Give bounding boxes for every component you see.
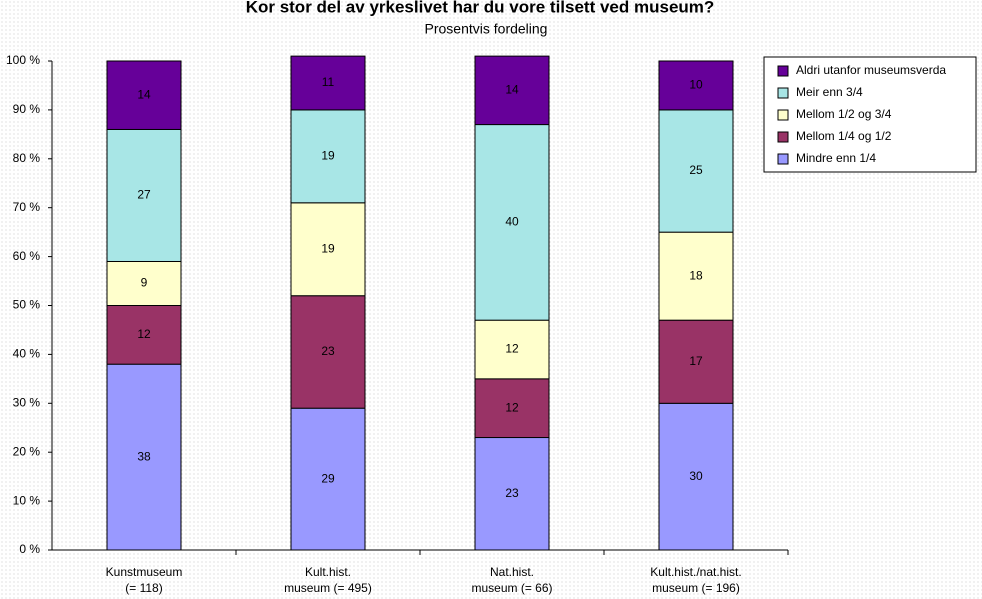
- x-tick-label: museum (= 196): [652, 581, 740, 595]
- legend-label: Mindre enn 1/4: [796, 151, 876, 165]
- legend-swatch: [777, 109, 789, 121]
- bar-segment: [290, 109, 366, 204]
- bar-segment: [474, 437, 550, 551]
- data-label: 40: [505, 215, 519, 229]
- y-tick-label: 60 %: [13, 249, 41, 263]
- bar-segment: [106, 363, 182, 551]
- bar-segment: [474, 319, 550, 380]
- y-tick-label: 30 %: [13, 395, 41, 409]
- bar-segment: [290, 202, 366, 297]
- data-label: 10: [689, 78, 703, 92]
- bar-segment: [106, 260, 182, 306]
- bar-segment: [290, 295, 366, 409]
- legend-label: Meir enn 3/4: [796, 85, 863, 99]
- legend-swatch: [777, 87, 789, 99]
- y-tick-label: 100 %: [6, 53, 40, 67]
- x-tick-label: Nat.hist.: [490, 565, 534, 579]
- data-label: 12: [137, 327, 151, 341]
- legend-swatch: [777, 153, 789, 165]
- bar-segment: [658, 231, 734, 321]
- data-label: 19: [321, 241, 335, 255]
- data-label: 14: [137, 87, 151, 101]
- bar-segment: [474, 55, 550, 126]
- x-tick-label: (= 118): [125, 581, 162, 595]
- data-label: 29: [321, 471, 335, 485]
- bar-segment: [474, 378, 550, 439]
- data-label: 11: [322, 75, 335, 89]
- data-label: 23: [505, 486, 519, 500]
- legend-box: [763, 56, 977, 173]
- data-label: 38: [137, 449, 151, 463]
- x-tick-label: museum (= 495): [284, 581, 372, 595]
- bar-segment: [474, 124, 550, 321]
- y-tick-label: 10 %: [13, 493, 41, 507]
- y-tick-label: 70 %: [13, 200, 41, 214]
- y-tick-label: 90 %: [13, 102, 41, 116]
- legend-swatch: [777, 65, 789, 77]
- data-label: 9: [141, 276, 148, 290]
- chart-title: Kor stor del av yrkeslivet har du vore t…: [246, 0, 715, 16]
- bar-segment: [658, 319, 734, 404]
- legend-label: Aldri utanfor museumsverda: [796, 63, 946, 77]
- data-label: 27: [137, 188, 151, 202]
- legend-label: Mellom 1/2 og 3/4: [796, 107, 892, 121]
- x-tick-label: Kult.hist.: [305, 565, 351, 579]
- bar-segment: [290, 55, 366, 111]
- x-tick-label: Kunstmuseum: [106, 565, 183, 579]
- bar-segment: [106, 60, 182, 130]
- x-tick-label: museum (= 66): [471, 581, 552, 595]
- data-label: 12: [505, 342, 519, 356]
- legend-swatch: [777, 131, 789, 143]
- data-label: 30: [689, 469, 703, 483]
- legend-label: Mellom 1/4 og 1/2: [796, 129, 892, 143]
- data-label: 12: [505, 400, 519, 414]
- data-label: 23: [321, 344, 335, 358]
- y-tick-label: 0 %: [19, 542, 40, 556]
- data-label: 25: [689, 163, 703, 177]
- data-label: 18: [689, 268, 703, 282]
- data-label: 17: [689, 354, 703, 368]
- bar-segment: [658, 60, 734, 111]
- bar-segment: [106, 128, 182, 262]
- data-label: 19: [321, 149, 335, 163]
- y-tick-label: 80 %: [13, 151, 41, 165]
- y-tick-label: 20 %: [13, 444, 41, 458]
- y-tick-label: 40 %: [13, 347, 41, 361]
- bar-segment: [658, 402, 734, 551]
- y-tick-label: 50 %: [13, 298, 41, 312]
- x-tick-label: Kult.hist./nat.hist.: [650, 565, 741, 579]
- chart-subtitle: Prosentvis fordeling: [425, 21, 548, 37]
- data-label: 14: [505, 83, 519, 97]
- bar-segment: [106, 305, 182, 365]
